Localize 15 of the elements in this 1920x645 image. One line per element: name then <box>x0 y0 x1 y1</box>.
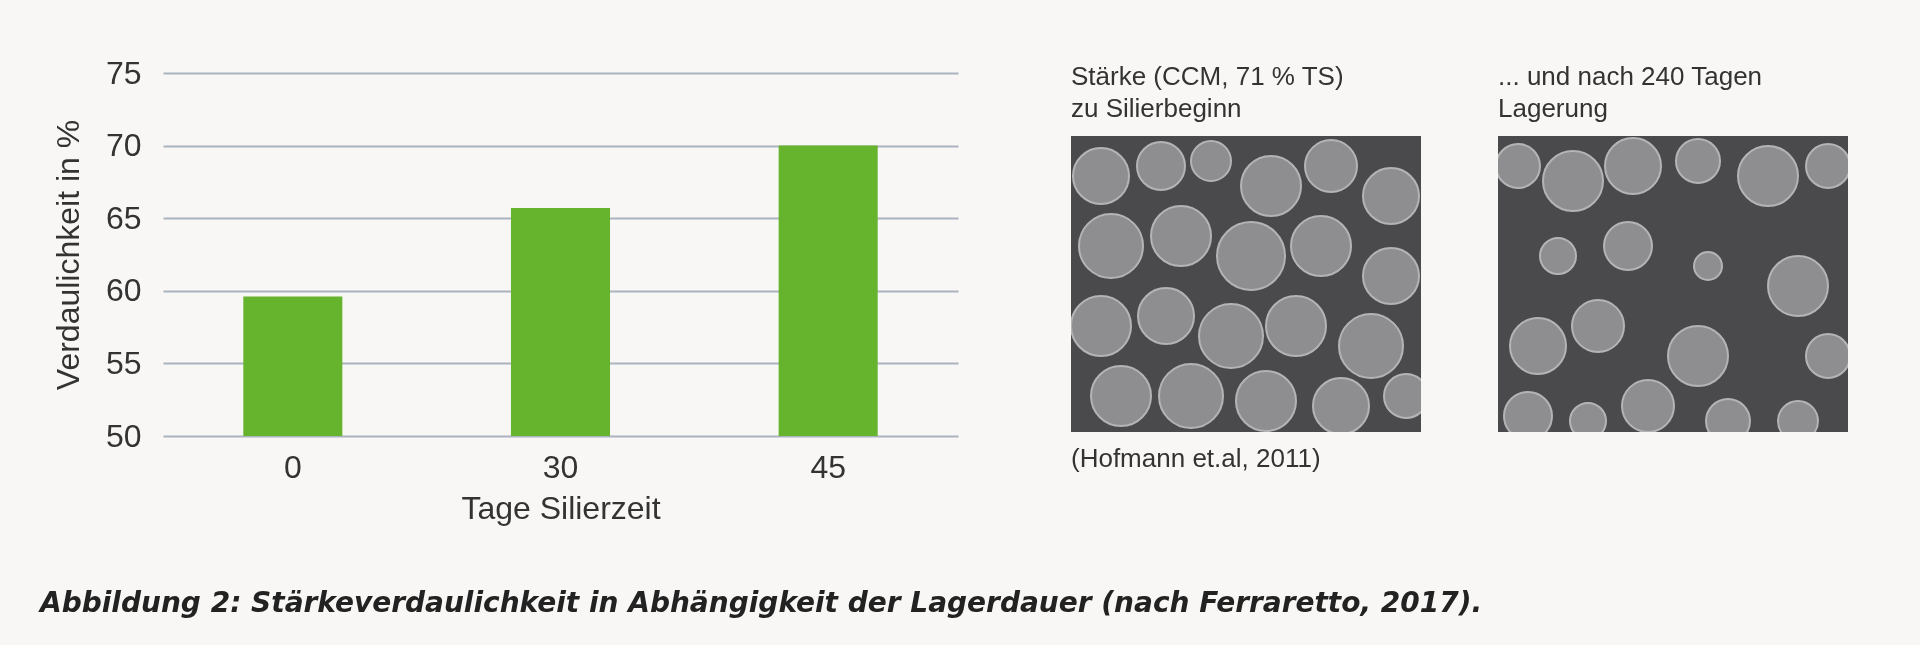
x-tick-label: 0 <box>283 448 302 485</box>
y-tick-label: 60 <box>105 272 142 309</box>
x-axis-title: Tage Silierzeit <box>461 489 661 526</box>
x-tick-label: 30 <box>542 448 579 485</box>
y-tick-label: 55 <box>105 344 142 381</box>
y-tick-label: 70 <box>105 127 142 164</box>
y-tick-label: 75 <box>105 54 142 91</box>
text: Stärke (CCM, 71 % TS) zu Silierbeginn <box>1071 60 1344 124</box>
text: (Hofmann et.al, 2011) <box>1071 442 1321 474</box>
y-axis-title: Verdaulichkeit in % <box>49 119 86 391</box>
text: Abbildung 2: Stärkeverdaulichkeit in Abhängigkeit der Lagerdauer (nach Ferraretto, 2017). <box>40 586 1483 619</box>
text: ... und nach 240 Tagen Lagerung <box>1498 60 1763 124</box>
y-tick-label: 50 <box>105 417 142 454</box>
x-tick-label: 45 <box>810 448 846 485</box>
y-tick-label: 65 <box>105 199 142 236</box>
